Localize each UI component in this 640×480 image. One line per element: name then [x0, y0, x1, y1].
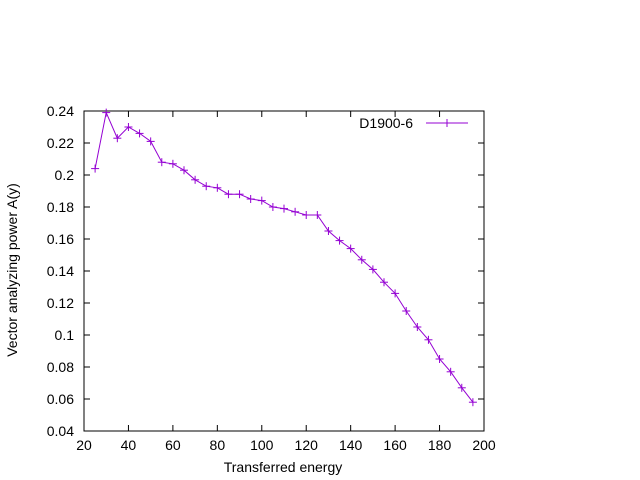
- data-point: [313, 211, 322, 219]
- data-point: [235, 190, 244, 199]
- y-tick-label: 0.1: [55, 327, 75, 343]
- data-point: [335, 236, 344, 245]
- x-tick-label: 80: [210, 437, 226, 453]
- legend-label: D1900-6: [359, 115, 413, 131]
- x-axis-title: Transferred energy: [224, 459, 343, 475]
- data-point: [402, 307, 411, 315]
- data-point: [202, 182, 211, 191]
- legend: D1900-6: [359, 115, 468, 131]
- data-point: [368, 265, 377, 274]
- data-point: [257, 196, 266, 205]
- x-tick-label: 20: [76, 437, 92, 453]
- data-point: [135, 129, 144, 138]
- data-point: [457, 383, 466, 392]
- data-point: [446, 367, 455, 376]
- y-tick-label: 0.12: [47, 295, 74, 311]
- data-point: [435, 355, 444, 363]
- y-tick-label: 0.08: [47, 359, 74, 375]
- data-point: [391, 289, 400, 298]
- x-tick-label: 40: [121, 437, 137, 453]
- y-tick-label: 0.06: [47, 391, 74, 407]
- data-point: [180, 166, 188, 175]
- x-tick-label: 100: [250, 437, 274, 453]
- data-point: [246, 195, 255, 203]
- axis-ticks: 20 40 60 80 100 120 140 160 180 200 0.04 0.06 0.08 0.…: [47, 103, 496, 453]
- x-tick-label: 180: [428, 437, 452, 453]
- data-point: [291, 207, 300, 216]
- data-point: [357, 255, 366, 264]
- data-point: [468, 398, 477, 407]
- data-point: [268, 203, 277, 211]
- y-tick-label: 0.04: [47, 423, 74, 439]
- plot-frame: [83, 110, 485, 432]
- y-axis-title: Vector analyzing power A(y): [4, 183, 20, 357]
- y-tick-label: 0.14: [47, 263, 74, 279]
- y-tick-label: 0.16: [47, 231, 74, 247]
- data-point: [124, 123, 133, 131]
- x-tick-label: 60: [165, 437, 181, 453]
- data-point: [102, 108, 111, 117]
- data-point: [224, 190, 233, 199]
- data-point: [91, 164, 100, 173]
- y-tick-label: 0.22: [47, 135, 74, 151]
- y-tick-label: 0.2: [55, 167, 75, 183]
- x-tick-label: 120: [295, 437, 319, 453]
- data-point: [280, 204, 288, 213]
- data-point: [168, 159, 177, 168]
- data-point: [346, 244, 355, 253]
- data-point: [213, 183, 222, 192]
- x-tick-label: 160: [383, 437, 407, 453]
- y-tick-label: 0.24: [47, 103, 74, 119]
- series-layer: [91, 108, 477, 407]
- data-point: [146, 137, 155, 146]
- plot-area: [83, 110, 485, 432]
- data-point: [302, 211, 311, 219]
- y-tick-label: 0.18: [47, 199, 74, 215]
- data-point: [424, 335, 433, 344]
- data-point: [157, 158, 166, 167]
- data-point: [413, 323, 422, 331]
- legend-marker: [443, 119, 451, 127]
- x-tick-label: 140: [339, 437, 363, 453]
- series-line: [94, 110, 474, 403]
- x-tick-label: 200: [472, 437, 496, 453]
- data-point: [113, 134, 122, 143]
- data-point: [324, 227, 333, 235]
- data-point: [191, 175, 200, 184]
- data-point: [380, 278, 388, 287]
